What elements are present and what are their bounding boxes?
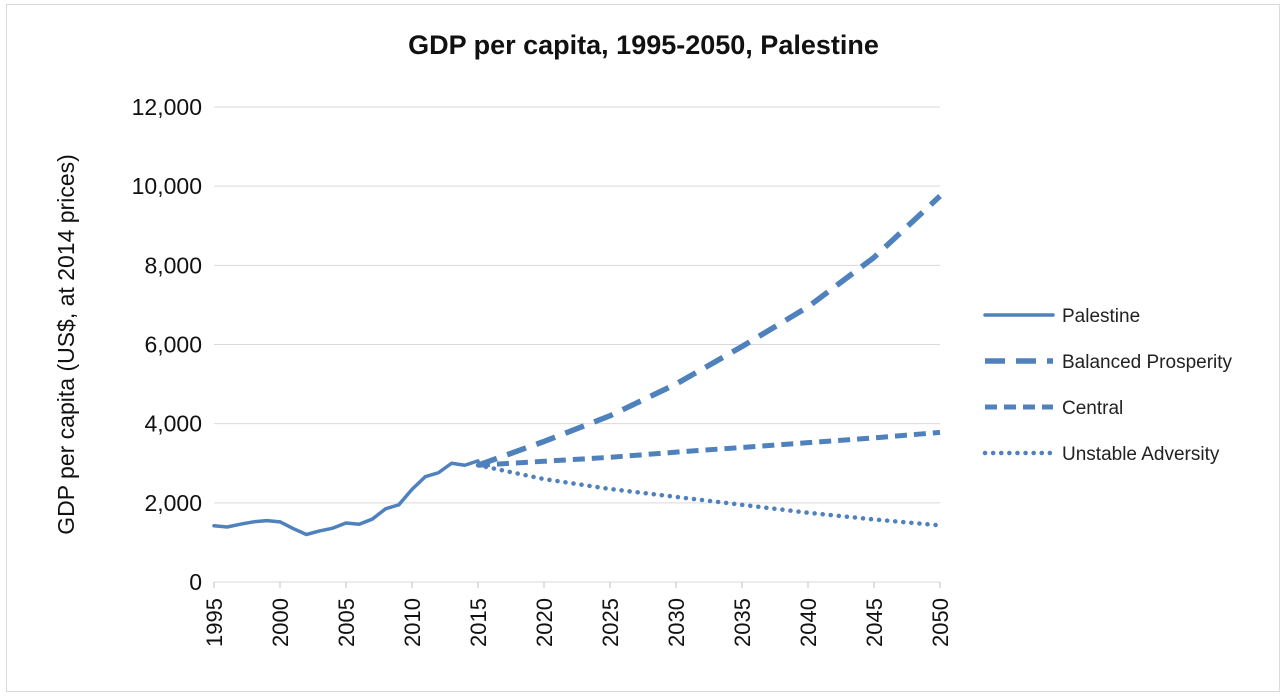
y-axis-label: GDP per capita (US$, at 2014 prices) bbox=[53, 154, 79, 535]
series-line-unstable-adversity bbox=[475, 462, 943, 528]
series-line-central bbox=[477, 429, 941, 468]
legend-label: Central bbox=[1062, 398, 1123, 419]
legend: Palestine Balanced Prosperity Central Unsta… bbox=[982, 306, 1233, 465]
x-tick-label: 2015 bbox=[466, 598, 491, 647]
y-tick-label: 8,000 bbox=[144, 252, 202, 278]
series-lines bbox=[212, 194, 943, 537]
y-tick-label: 2,000 bbox=[144, 490, 202, 516]
chart-frame bbox=[6, 4, 1280, 692]
x-tick-label: 2035 bbox=[730, 598, 755, 647]
x-tick-label: 2045 bbox=[862, 598, 887, 647]
x-axis-ticks: 1995 2000 2005 2010 2015 2020 2025 2030 2035 2040… bbox=[202, 582, 953, 647]
x-tick-label: 2010 bbox=[400, 598, 425, 647]
x-tick-label: 2005 bbox=[334, 598, 359, 647]
legend-label: Balanced Prosperity bbox=[1062, 352, 1233, 373]
y-tick-label: 6,000 bbox=[144, 332, 202, 358]
x-tick-label: 2040 bbox=[796, 598, 821, 647]
y-axis-ticks: 0 2,000 4,000 6,000 8,000 10,000 12,000 bbox=[132, 94, 202, 595]
series-line-palestine bbox=[212, 459, 480, 537]
x-tick-label: 2030 bbox=[664, 598, 689, 647]
y-tick-label: 10,000 bbox=[132, 173, 202, 199]
y-tick-label: 12,000 bbox=[132, 94, 202, 120]
x-tick-label: 2000 bbox=[268, 598, 293, 647]
x-tick-label: 1995 bbox=[202, 598, 227, 647]
x-tick-label: 2050 bbox=[928, 598, 953, 647]
legend-label: Unstable Adversity bbox=[1062, 444, 1220, 465]
x-tick-label: 2020 bbox=[532, 598, 557, 647]
y-tick-label: 4,000 bbox=[144, 411, 202, 437]
series-line-balanced-prosperity bbox=[477, 194, 942, 468]
legend-label: Palestine bbox=[1062, 306, 1140, 327]
x-tick-label: 2025 bbox=[598, 598, 623, 647]
grid bbox=[214, 106, 940, 583]
chart-title: GDP per capita, 1995-2050, Palestine bbox=[408, 30, 879, 60]
y-tick-label: 0 bbox=[189, 569, 202, 595]
